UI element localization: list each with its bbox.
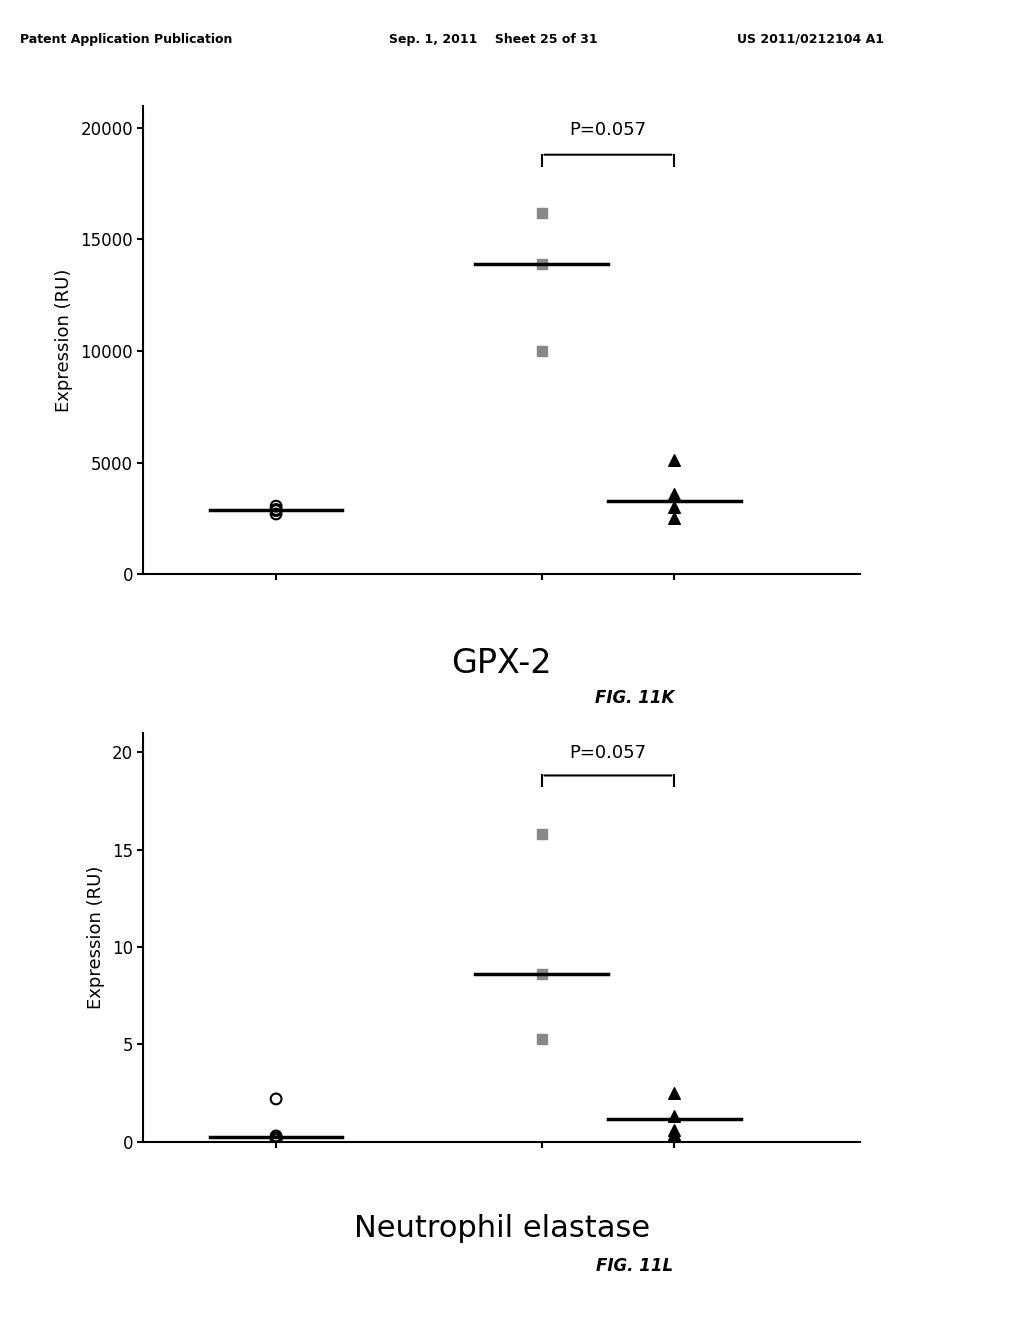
Point xyxy=(268,1127,285,1148)
Point xyxy=(268,500,285,521)
Point xyxy=(268,503,285,524)
Point xyxy=(534,202,550,223)
Point xyxy=(534,824,550,845)
Text: GPX-2: GPX-2 xyxy=(452,647,552,680)
Point xyxy=(268,1130,285,1151)
Point xyxy=(268,1126,285,1147)
Point xyxy=(534,341,550,362)
Point xyxy=(667,1119,683,1140)
Point xyxy=(268,495,285,516)
Text: Sep. 1, 2011    Sheet 25 of 31: Sep. 1, 2011 Sheet 25 of 31 xyxy=(389,33,598,46)
Y-axis label: Expression (RU): Expression (RU) xyxy=(55,268,74,412)
Point xyxy=(667,1123,683,1144)
Text: Neutrophil elastase: Neutrophil elastase xyxy=(353,1214,650,1243)
Point xyxy=(667,483,683,504)
Point xyxy=(534,253,550,275)
Point xyxy=(667,508,683,529)
Point xyxy=(667,450,683,471)
Point xyxy=(534,1028,550,1049)
Y-axis label: Expression (RU): Expression (RU) xyxy=(87,866,104,1008)
Text: FIG. 11K: FIG. 11K xyxy=(595,689,675,708)
Point xyxy=(667,1082,683,1104)
Point xyxy=(667,1106,683,1127)
Point xyxy=(667,496,683,517)
Point xyxy=(534,964,550,985)
Point xyxy=(268,499,285,520)
Text: Patent Application Publication: Patent Application Publication xyxy=(20,33,232,46)
Text: FIG. 11L: FIG. 11L xyxy=(596,1257,674,1275)
Text: P=0.057: P=0.057 xyxy=(569,744,646,762)
Text: US 2011/0212104 A1: US 2011/0212104 A1 xyxy=(737,33,885,46)
Point xyxy=(268,1089,285,1110)
Text: P=0.057: P=0.057 xyxy=(569,121,646,139)
